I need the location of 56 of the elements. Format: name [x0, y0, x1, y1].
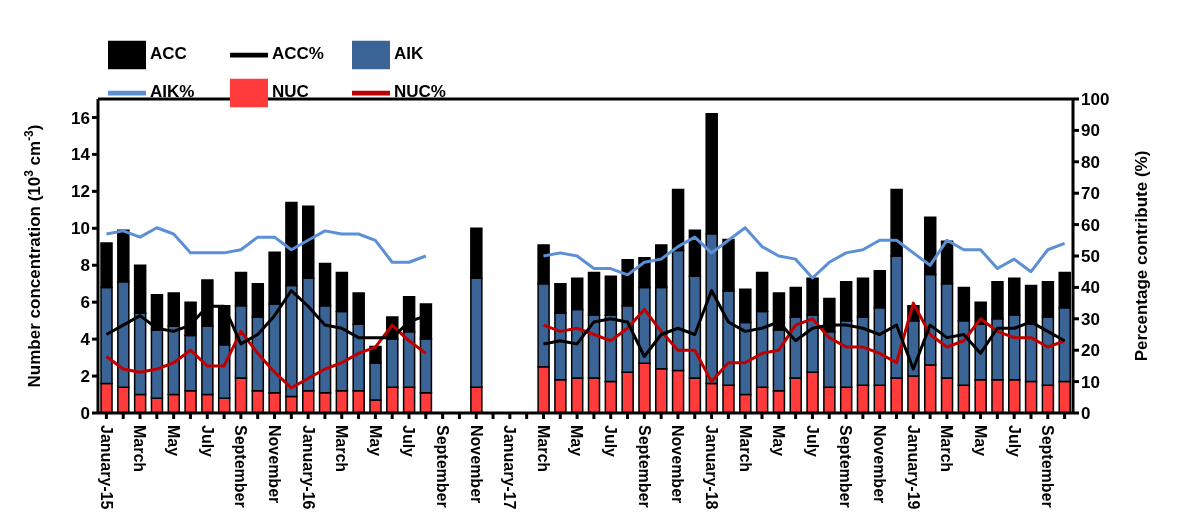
- x-tick-label: March: [736, 425, 754, 473]
- y-tick-label: 2: [80, 367, 90, 387]
- x-tick-label: May: [770, 425, 788, 457]
- x-tick-label: July: [400, 425, 418, 458]
- x-tick-label: March: [534, 425, 552, 473]
- y-tick-label: 16: [71, 108, 90, 128]
- x-tick-label: May: [568, 425, 586, 457]
- legend-label: ACC%: [272, 43, 325, 66]
- legend-label: NUC: [272, 81, 310, 104]
- y2-tick-label: 100: [1081, 90, 1110, 110]
- x-tick-label: May: [366, 425, 384, 457]
- x-tick-label: November: [871, 425, 889, 504]
- x-tick-label: January-18: [702, 425, 720, 510]
- y2-axis-title: Percentage contribute (%): [1132, 150, 1151, 362]
- x-tick-label: July: [1005, 425, 1023, 458]
- x-tick-label: September: [1039, 425, 1057, 508]
- y2-tick-label: 40: [1081, 278, 1100, 298]
- legend-label: AIK%: [150, 81, 196, 104]
- y-tick-label: 8: [80, 256, 90, 276]
- y2-tick-label: 90: [1081, 121, 1100, 141]
- x-tick-label: January-19: [904, 425, 922, 510]
- x-tick-label: July: [198, 425, 216, 458]
- y2-tick-label: 60: [1081, 215, 1100, 235]
- y2-tick-label: 0: [1081, 404, 1091, 424]
- x-tick-label: September: [232, 425, 250, 508]
- x-tick-label: January-15: [97, 425, 115, 510]
- y-tick-label: 4: [80, 330, 91, 350]
- x-tick-label: March: [938, 425, 956, 473]
- x-tick-label: March: [333, 425, 351, 473]
- y-tick-label: 14: [71, 145, 91, 165]
- y-tick-label: 6: [80, 293, 90, 313]
- x-tick-label: September: [434, 425, 452, 508]
- x-tick-label: September: [635, 425, 653, 508]
- x-tick-label: November: [265, 425, 283, 504]
- x-tick-label: July: [602, 425, 620, 458]
- x-tick-label: May: [165, 425, 183, 457]
- x-tick-label: March: [131, 425, 149, 473]
- y2-tick-label: 20: [1081, 341, 1100, 361]
- y-tick-label: 10: [71, 219, 90, 239]
- y-tick-label: 12: [71, 182, 90, 202]
- x-tick-label: November: [467, 425, 485, 504]
- legend-label: ACC: [150, 43, 188, 66]
- y-tick-label: 0: [80, 404, 90, 424]
- y2-tick-label: 80: [1081, 152, 1100, 172]
- y2-tick-label: 10: [1081, 372, 1100, 392]
- x-tick-label: September: [837, 425, 855, 508]
- y2-tick-label: 70: [1081, 184, 1100, 204]
- x-tick-label: November: [669, 425, 687, 504]
- y2-tick-label: 30: [1081, 309, 1100, 329]
- x-tick-label: May: [971, 425, 989, 457]
- y2-tick-label: 50: [1081, 247, 1100, 267]
- legend-label: AIK: [394, 43, 425, 66]
- x-tick-label: January-16: [299, 425, 317, 510]
- x-tick-label: January-17: [501, 425, 519, 510]
- legend-label: NUC%: [394, 81, 447, 104]
- x-tick-label: July: [803, 425, 821, 458]
